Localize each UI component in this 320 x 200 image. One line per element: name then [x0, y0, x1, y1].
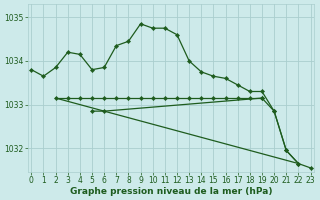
X-axis label: Graphe pression niveau de la mer (hPa): Graphe pression niveau de la mer (hPa) [70, 187, 272, 196]
